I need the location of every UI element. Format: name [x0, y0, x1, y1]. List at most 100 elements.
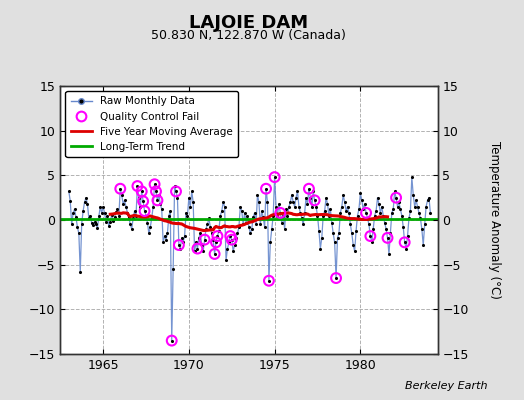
- Point: [178, 235, 186, 241]
- Point: [105, 223, 113, 230]
- Point: [184, 194, 193, 201]
- Point: [298, 215, 306, 222]
- Point: [82, 194, 90, 201]
- Point: [222, 257, 230, 263]
- Point: [305, 186, 313, 192]
- Point: [341, 199, 349, 205]
- Point: [426, 210, 434, 216]
- Point: [198, 242, 206, 248]
- Point: [315, 228, 323, 234]
- Point: [389, 206, 397, 212]
- Point: [308, 203, 316, 210]
- Point: [339, 192, 347, 198]
- Point: [256, 221, 265, 228]
- Point: [406, 208, 414, 214]
- Point: [265, 278, 273, 284]
- Point: [312, 203, 320, 210]
- Point: [412, 197, 420, 204]
- Point: [226, 233, 235, 239]
- Point: [205, 215, 213, 222]
- Point: [79, 208, 88, 214]
- Point: [236, 203, 245, 210]
- Point: [380, 220, 389, 226]
- Point: [73, 224, 82, 230]
- Point: [275, 201, 283, 207]
- Point: [170, 183, 179, 189]
- Point: [152, 188, 160, 195]
- Point: [278, 220, 286, 226]
- Point: [152, 188, 160, 195]
- Point: [294, 203, 303, 210]
- Point: [162, 236, 170, 243]
- Point: [96, 203, 104, 210]
- Point: [290, 203, 299, 210]
- Point: [263, 199, 271, 205]
- Point: [329, 230, 337, 237]
- Point: [226, 233, 235, 239]
- Point: [83, 201, 92, 207]
- Point: [140, 208, 149, 214]
- Point: [289, 199, 298, 205]
- Point: [168, 338, 176, 344]
- Point: [186, 203, 194, 210]
- Point: [336, 210, 345, 216]
- Point: [418, 226, 426, 232]
- Point: [195, 235, 203, 241]
- Point: [335, 230, 343, 237]
- Point: [139, 198, 147, 204]
- Point: [183, 212, 192, 219]
- Point: [168, 338, 176, 344]
- Point: [365, 221, 373, 228]
- Point: [345, 210, 353, 216]
- Point: [386, 230, 395, 237]
- Point: [270, 174, 279, 180]
- Point: [369, 226, 377, 232]
- Point: [357, 197, 366, 204]
- Point: [92, 221, 100, 228]
- Point: [155, 192, 163, 198]
- Point: [72, 214, 80, 220]
- Point: [403, 233, 412, 239]
- Point: [176, 245, 184, 252]
- Point: [306, 194, 314, 201]
- Point: [208, 230, 216, 237]
- Point: [107, 212, 116, 218]
- Point: [343, 203, 352, 210]
- Point: [211, 251, 219, 257]
- Point: [190, 248, 199, 254]
- Point: [227, 236, 236, 243]
- Point: [133, 183, 141, 189]
- Point: [352, 228, 361, 234]
- Point: [68, 221, 76, 228]
- Point: [362, 210, 370, 216]
- Point: [305, 186, 313, 192]
- Point: [353, 212, 362, 219]
- Point: [368, 239, 376, 246]
- Point: [173, 194, 182, 201]
- Point: [272, 203, 280, 210]
- Point: [145, 230, 153, 237]
- Point: [359, 206, 367, 212]
- Point: [103, 213, 112, 220]
- Point: [125, 214, 133, 220]
- Point: [193, 245, 202, 252]
- Point: [80, 199, 89, 205]
- Point: [373, 194, 381, 201]
- Point: [303, 201, 312, 207]
- Point: [370, 212, 379, 219]
- Point: [172, 188, 180, 195]
- Point: [361, 201, 369, 207]
- Point: [135, 194, 143, 201]
- Point: [319, 212, 328, 219]
- Point: [66, 198, 74, 204]
- Point: [86, 212, 94, 219]
- Point: [102, 218, 110, 225]
- Point: [169, 266, 177, 272]
- Point: [332, 275, 340, 281]
- Point: [130, 208, 139, 214]
- Point: [285, 203, 293, 210]
- Point: [129, 215, 137, 222]
- Point: [202, 226, 210, 232]
- Point: [139, 198, 147, 204]
- Point: [115, 212, 123, 219]
